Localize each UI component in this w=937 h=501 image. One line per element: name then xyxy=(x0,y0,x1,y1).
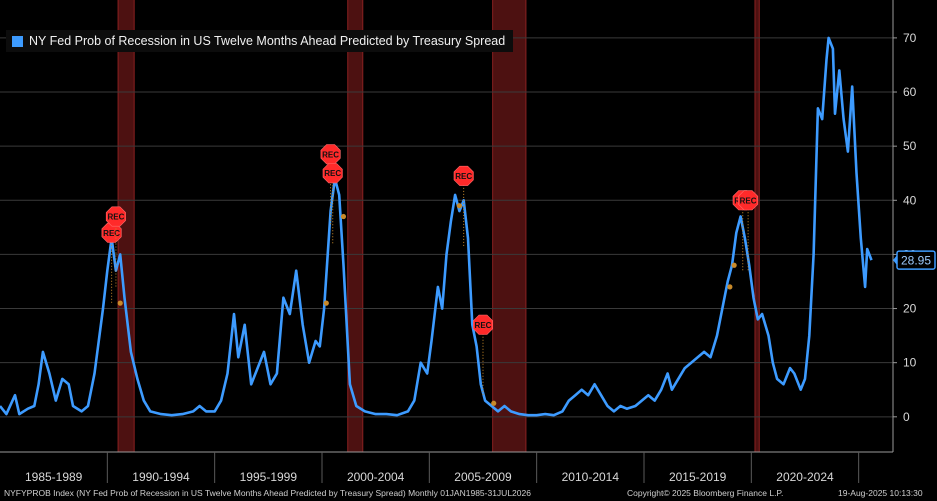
rec-marker xyxy=(322,163,343,184)
x-tick-label: 1990-1994 xyxy=(132,470,190,484)
rec-marker xyxy=(738,190,759,211)
y-tick-label: 0 xyxy=(903,410,910,424)
data-point xyxy=(323,300,329,306)
rec-marker-label: REC xyxy=(475,321,492,330)
x-tick-label: 2005-2009 xyxy=(454,470,512,484)
rec-marker-label: REC xyxy=(455,172,472,181)
data-point xyxy=(491,400,497,406)
x-tick-label: 2020-2024 xyxy=(776,470,834,484)
y-tick-label: 20 xyxy=(903,302,917,316)
rec-markers: RECRECRECRECRECRECRECREC xyxy=(101,144,759,395)
last-value-pointer xyxy=(893,255,897,266)
rec-marker xyxy=(101,222,122,243)
legend-label: NY Fed Prob of Recession in US Twelve Mo… xyxy=(29,34,506,48)
rec-marker xyxy=(453,165,474,186)
rec-marker xyxy=(472,314,494,335)
last-value-label: 28.95 xyxy=(901,254,931,268)
rec-marker xyxy=(105,206,126,227)
footer-source: NYFYPROB Index (NY Fed Prob of Recession… xyxy=(4,488,531,498)
legend: NY Fed Prob of Recession in US Twelve Mo… xyxy=(6,30,514,52)
recession-band xyxy=(492,0,526,452)
footer-copyright: Copyright© 2025 Bloomberg Finance L.P. xyxy=(627,488,784,498)
data-point xyxy=(117,300,123,306)
y-tick-label: 50 xyxy=(903,139,917,153)
rec-marker-label: REC xyxy=(103,229,120,238)
y-tick-label: 70 xyxy=(903,31,917,45)
recession-band xyxy=(347,0,363,452)
rec-marker-label: REC xyxy=(322,150,339,159)
y-axis: 01020304050607028.95 xyxy=(892,0,936,452)
footer: NYFYPROB Index (NY Fed Prob of Recession… xyxy=(0,486,937,501)
rec-marker-label: REC xyxy=(740,196,757,205)
series-layer xyxy=(0,36,873,417)
recession-bands xyxy=(117,0,760,452)
rec-marker-label: REC xyxy=(324,169,341,178)
x-tick-label: 2015-2019 xyxy=(669,470,727,484)
footer-timestamp: 19-Aug-2025 10:13:30 xyxy=(838,488,923,498)
y-tick-label: 60 xyxy=(903,85,917,99)
y-tick-label: 40 xyxy=(903,193,917,207)
legend-swatch xyxy=(12,35,23,47)
data-point xyxy=(727,284,733,290)
data-point xyxy=(340,213,347,220)
data-point xyxy=(731,262,737,268)
series-line xyxy=(0,36,873,417)
data-point xyxy=(456,203,462,209)
x-tick-label: 1985-1989 xyxy=(25,470,83,484)
y-tick-label: 10 xyxy=(903,356,917,370)
x-tick-label: 2000-2004 xyxy=(347,470,405,484)
recession-band xyxy=(754,0,760,452)
x-axis: 1985-1989 1990-1994 1995-1999 2000-2004 2005… xyxy=(0,451,893,484)
x-tick-label: 2010-2014 xyxy=(562,470,620,484)
rec-marker-label: REC xyxy=(107,213,124,222)
x-tick-label: 1995-1999 xyxy=(240,470,298,484)
